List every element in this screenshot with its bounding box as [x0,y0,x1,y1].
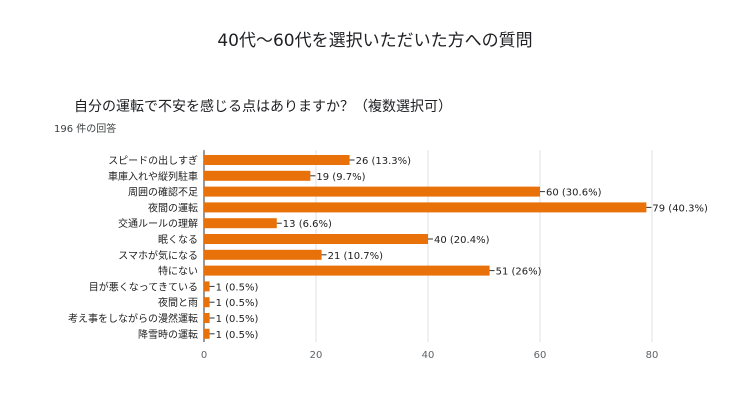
x-tick-label: 60 [534,350,547,361]
chart-title: 自分の運転で不安を感じる点はありますか？（複数選択可） [74,99,452,115]
page-title: 40代〜60代を選択いただいた方への質問 [217,31,533,51]
category-label: 車庫入れや縦列駐車 [108,170,198,183]
bar [204,249,322,260]
data-label: 51 (26%) [496,267,542,278]
category-label: 交通ルールの理解 [118,217,198,230]
category-label: 目が悪くなってきている [89,280,198,293]
bar [204,297,210,308]
data-label: 1 (0.5%) [216,282,259,293]
data-label: 1 (0.5%) [216,330,259,341]
category-label: 特にない [158,266,198,278]
bar [204,265,490,276]
category-label: 周囲の確認不足 [128,186,198,199]
data-label: 60 (30.6%) [546,188,602,199]
category-label: スピードの出しすぎ [108,154,198,167]
bar [204,202,647,213]
data-label: 79 (40.3%) [652,203,708,214]
bar [204,170,311,181]
data-label: 21 (10.7%) [328,251,384,262]
data-label: 19 (9.7%) [316,172,365,183]
bar [204,281,210,292]
x-tick-label: 40 [422,350,435,361]
data-label: 40 (20.4%) [434,235,490,246]
x-tick-label: 80 [646,350,659,361]
bar [204,328,210,339]
bar [204,218,277,229]
category-label: 夜間と雨 [158,296,198,309]
bar [204,234,428,244]
x-tick-label: 20 [310,350,323,361]
bar [204,186,540,197]
response-count: 196 件の回答 [54,124,117,135]
bar [204,313,210,323]
data-label: 13 (6.6%) [283,219,332,230]
data-label: 26 (13.3%) [356,156,412,167]
bar [204,155,350,165]
category-label: 考え事をしながらの漫然運転 [68,312,198,325]
data-label: 1 (0.5%) [216,298,259,309]
data-label: 1 (0.5%) [216,314,259,325]
category-label: 降雪時の運転 [138,328,198,341]
category-label: 夜間の運転 [148,201,198,214]
category-label: 眠くなる [158,234,198,246]
x-tick-label: 0 [201,350,207,361]
category-label: スマホが気になる [118,249,198,262]
